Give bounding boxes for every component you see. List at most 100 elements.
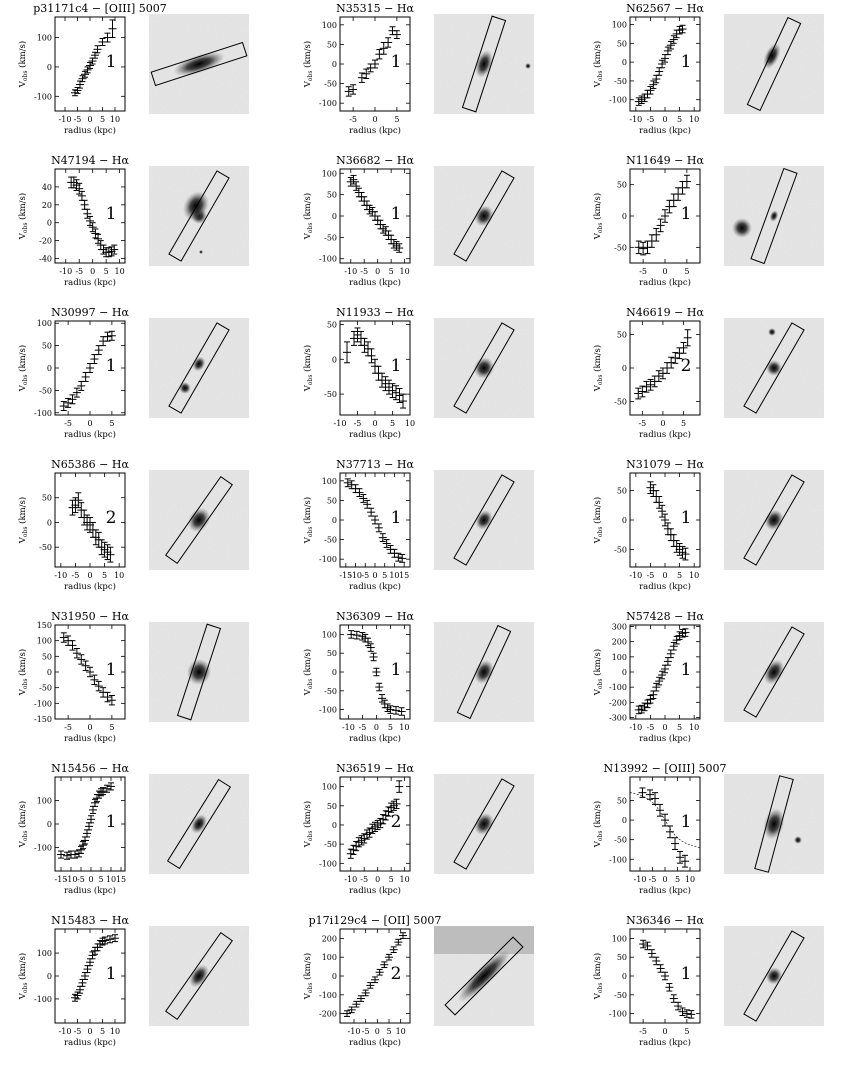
x-tick-label: 0: [87, 571, 92, 580]
y-tick-label: -100: [609, 855, 627, 864]
data-point: [380, 961, 389, 969]
class-label: 1: [106, 356, 117, 376]
y-tick-label: -100: [319, 255, 337, 264]
x-tick-label: -10: [65, 875, 78, 884]
x-tick-label: 10: [399, 723, 409, 732]
class-label: 1: [681, 52, 692, 72]
data-point: [72, 387, 81, 398]
y-tick-label: -100: [34, 995, 52, 1004]
y-tick-label: 100: [322, 21, 337, 30]
y-axis-label: Vobs (km/s): [17, 345, 29, 392]
y-tick-label: 20: [42, 201, 52, 210]
y-tick-label: -100: [609, 683, 627, 692]
data-point: [85, 822, 93, 831]
y-tick-label: 50: [327, 649, 337, 658]
y-axis-label: Vobs (km/s): [302, 345, 314, 392]
data-point: [669, 994, 678, 1003]
galaxy-stamp: [149, 470, 249, 570]
y-axis-label: Vobs (km/s): [17, 801, 29, 848]
slit-outline: [743, 322, 805, 414]
slit-outline: [168, 322, 230, 414]
data-point: [682, 1009, 691, 1018]
data-layer: [343, 327, 407, 409]
galaxy-stamp: [434, 774, 534, 874]
data-point: [91, 798, 99, 807]
x-axis-label: radius (kpc): [64, 125, 116, 136]
x-axis-label: radius (kpc): [639, 885, 691, 896]
y-axis-label: Vobs (km/s): [592, 497, 604, 544]
data-point: [379, 41, 388, 55]
data-point: [107, 330, 116, 341]
x-tick-label: -5: [360, 267, 368, 276]
data-point: [362, 68, 371, 79]
x-tick-label: -5: [74, 115, 82, 124]
x-tick-label: 10: [400, 875, 410, 884]
x-tick-label: 5: [102, 571, 107, 580]
data-point: [59, 401, 68, 412]
x-tick-label: 5: [677, 723, 682, 732]
galaxy-stamp: [724, 318, 824, 418]
data-layer: [343, 478, 407, 563]
galaxy-stamp: [434, 926, 534, 1026]
data-point: [654, 370, 663, 382]
data-point: [87, 815, 95, 824]
data-point: [652, 956, 661, 966]
data-point: [642, 380, 651, 393]
panel-title: N36519 − Hα: [336, 762, 414, 775]
class-label: 1: [681, 964, 692, 984]
y-tick-label: 0: [332, 821, 337, 830]
class-label: 1: [391, 204, 402, 224]
data-point: [646, 695, 655, 704]
x-tick-label: -5: [77, 875, 85, 884]
data-point: [357, 72, 366, 83]
x-tick-label: 0: [662, 267, 667, 276]
galaxy-object: [457, 949, 511, 1003]
y-tick-label: -100: [609, 96, 627, 105]
x-axis-label: radius (kpc): [349, 885, 401, 896]
data-point: [88, 222, 97, 233]
x-tick-label: 10: [110, 1027, 120, 1036]
y-axis-label: Vobs (km/s): [302, 41, 314, 88]
x-tick-label: 10: [689, 723, 699, 732]
x-tick-label: 0: [87, 1027, 92, 1036]
data-point: [352, 181, 361, 191]
slit-outline: [453, 322, 515, 414]
y-tick-label: -50: [324, 390, 337, 399]
class-label: 1: [391, 508, 402, 528]
data-point: [658, 670, 667, 680]
panel-title: N31079 − Hα: [626, 458, 704, 471]
galaxy-stamp: [724, 470, 824, 570]
y-tick-label: 50: [327, 191, 337, 200]
data-point: [81, 660, 90, 671]
data-point: [678, 1007, 687, 1016]
x-axis-label: radius (kpc): [349, 1037, 401, 1048]
data-layer: [646, 481, 690, 561]
data-point: [374, 523, 383, 533]
x-tick-label: -5: [649, 875, 657, 884]
galaxy-object: [199, 250, 203, 254]
panel-title: N11649 − Hα: [626, 154, 704, 167]
data-point: [676, 850, 684, 864]
y-tick-label: 0: [47, 518, 52, 527]
x-tick-label: -5: [647, 571, 655, 580]
data-point: [661, 513, 669, 527]
y-tick-label: -100: [319, 706, 337, 715]
y-tick-label: 50: [617, 39, 627, 48]
y-tick-label: -200: [319, 1010, 337, 1019]
data-point: [349, 84, 358, 95]
data-point: [669, 35, 678, 44]
galaxy-stamp: [724, 14, 824, 114]
y-tick-label: 0: [622, 364, 627, 373]
slit-outline: [750, 167, 798, 265]
data-point: [103, 331, 112, 342]
x-tick-label: 0: [375, 875, 380, 884]
data-point: [682, 174, 691, 189]
data-point: [110, 244, 119, 255]
data-point: [94, 345, 103, 356]
galaxy-stamp: [434, 318, 534, 418]
galaxy-stamp: [434, 470, 534, 570]
data-point: [77, 380, 86, 391]
y-tick-label: 100: [37, 319, 52, 328]
x-tick-label: 5: [677, 115, 682, 124]
data-point: [666, 40, 675, 50]
